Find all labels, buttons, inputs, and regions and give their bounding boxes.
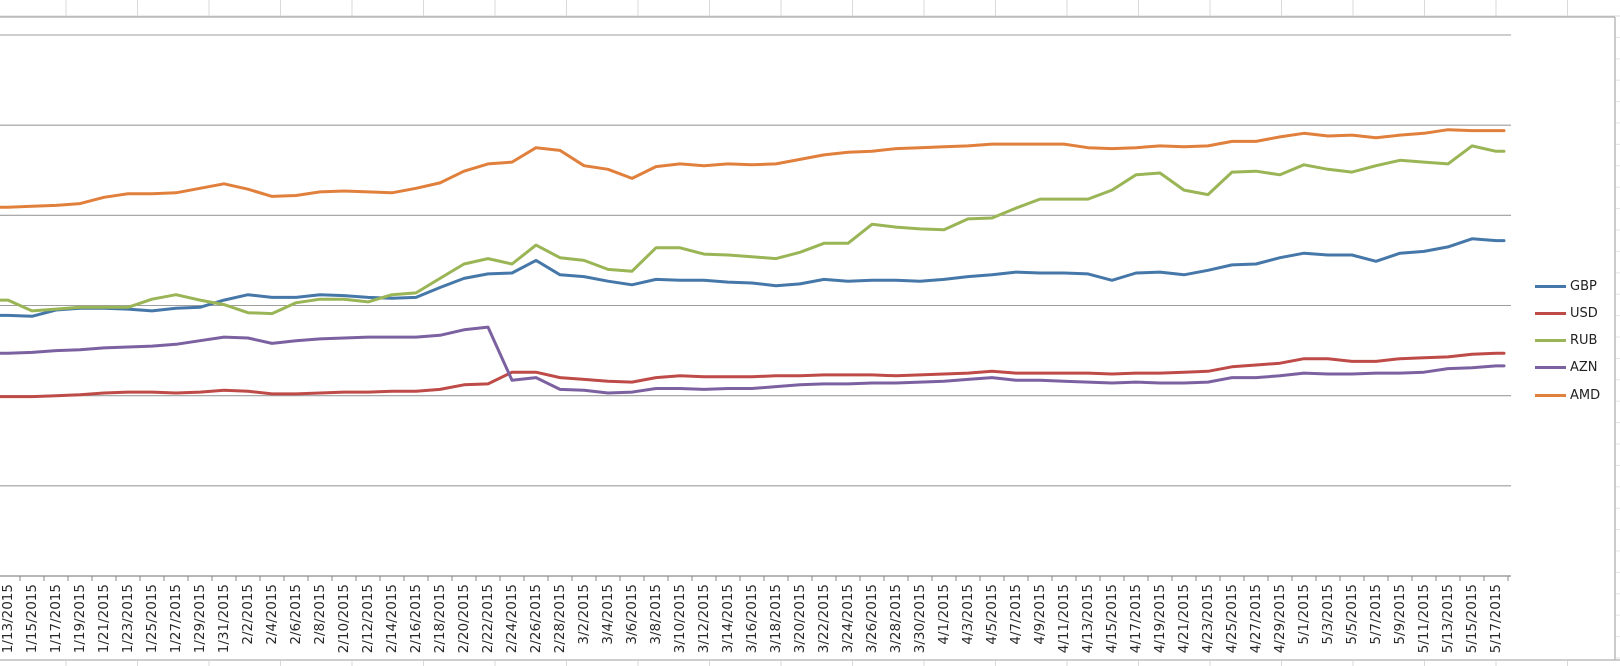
x-axis-label: 2/22/2015 bbox=[480, 584, 496, 654]
x-axis-label: 3/8/2015 bbox=[648, 584, 664, 645]
x-axis-label: 2/4/2015 bbox=[264, 584, 280, 645]
x-axis-label: 5/17/2015 bbox=[1488, 584, 1504, 654]
x-axis-label: 3/28/2015 bbox=[888, 584, 904, 654]
x-axis-label: 2/26/2015 bbox=[528, 584, 544, 654]
x-axis-label: 2/18/2015 bbox=[432, 584, 448, 654]
x-axis-label: 4/17/2015 bbox=[1128, 584, 1144, 654]
x-axis-label: 2/14/2015 bbox=[384, 584, 400, 654]
x-axis-label: 4/3/2015 bbox=[960, 584, 976, 645]
legend-swatch-gbp bbox=[1535, 284, 1566, 288]
legend-item-amd[interactable]: AMD bbox=[1535, 387, 1601, 403]
legend-item-gbp[interactable]: GBP bbox=[1535, 278, 1600, 294]
series-line-gbp[interactable] bbox=[0, 237, 1506, 318]
x-axis-label: 2/28/2015 bbox=[552, 584, 568, 654]
x-axis-label: 1/17/2015 bbox=[48, 584, 64, 654]
x-axis-label: 1/27/2015 bbox=[168, 584, 184, 654]
x-axis-label: 3/24/2015 bbox=[840, 584, 856, 654]
legend-label: AMD bbox=[1570, 387, 1601, 403]
x-axis-label: 4/7/2015 bbox=[1008, 584, 1024, 645]
series-line-usd[interactable] bbox=[0, 351, 1506, 399]
x-axis-label: 5/13/2015 bbox=[1440, 584, 1456, 654]
legend-label: AZN bbox=[1570, 360, 1598, 376]
x-axis-label: 4/11/2015 bbox=[1056, 584, 1072, 654]
legend-label: RUB bbox=[1570, 333, 1598, 349]
x-axis-label: 2/24/2015 bbox=[504, 584, 520, 654]
x-axis-label: 3/16/2015 bbox=[744, 584, 760, 654]
x-axis-label: 2/8/2015 bbox=[312, 584, 328, 645]
x-axis-label: 4/25/2015 bbox=[1224, 584, 1240, 654]
x-axis-label: 4/19/2015 bbox=[1152, 584, 1168, 654]
x-axis-label: 3/30/2015 bbox=[912, 584, 928, 654]
x-axis-label: 3/14/2015 bbox=[720, 584, 736, 654]
x-axis-label: 1/19/2015 bbox=[72, 584, 88, 654]
legend-label: USD bbox=[1570, 305, 1598, 321]
x-axis-label: 5/3/2015 bbox=[1320, 584, 1336, 645]
x-axis-label: 4/21/2015 bbox=[1176, 584, 1192, 654]
legend-swatch-rub bbox=[1535, 339, 1566, 343]
x-axis-label: 3/4/2015 bbox=[600, 584, 616, 645]
x-axis-label: 3/20/2015 bbox=[792, 584, 808, 654]
x-axis-label: 5/11/2015 bbox=[1416, 584, 1432, 654]
x-axis-label: 3/6/2015 bbox=[624, 584, 640, 645]
chart-legend[interactable]: GBP USD RUB AZN AMD bbox=[1535, 279, 1600, 415]
x-axis-label: 2/20/2015 bbox=[456, 584, 472, 654]
series-line-amd[interactable] bbox=[0, 128, 1506, 209]
series-line-rub[interactable] bbox=[0, 144, 1506, 316]
x-axis-label: 2/16/2015 bbox=[408, 584, 424, 654]
legend-item-usd[interactable]: USD bbox=[1535, 305, 1600, 321]
x-axis-label: 4/5/2015 bbox=[984, 584, 1000, 645]
legend-swatch-amd bbox=[1535, 393, 1566, 397]
x-axis-label: 1/29/2015 bbox=[192, 584, 208, 654]
legend-swatch-usd bbox=[1535, 311, 1566, 315]
legend-label: GBP bbox=[1570, 278, 1597, 294]
x-axis-label: 4/13/2015 bbox=[1080, 584, 1096, 654]
legend-swatch-azn bbox=[1535, 366, 1566, 370]
x-axis-label: 2/2/2015 bbox=[240, 584, 256, 645]
x-axis-label: 5/7/2015 bbox=[1368, 584, 1384, 645]
x-axis-label: 1/25/2015 bbox=[144, 584, 160, 654]
x-axis-label: 4/1/2015 bbox=[936, 584, 952, 645]
x-axis-label: 3/26/2015 bbox=[864, 584, 880, 654]
x-axis-label: 1/31/2015 bbox=[216, 584, 232, 654]
x-axis-label: 3/12/2015 bbox=[696, 584, 712, 654]
x-axis-label: 1/21/2015 bbox=[96, 584, 112, 654]
x-axis-label: 4/27/2015 bbox=[1248, 584, 1264, 654]
x-axis-label: 5/1/2015 bbox=[1296, 584, 1312, 645]
x-axis-label: 1/15/2015 bbox=[24, 584, 40, 654]
x-axis-label: 3/18/2015 bbox=[768, 584, 784, 654]
x-axis-label: 5/9/2015 bbox=[1392, 584, 1408, 645]
legend-item-azn[interactable]: AZN bbox=[1535, 360, 1600, 376]
x-axis-label: 5/15/2015 bbox=[1464, 584, 1480, 654]
series-line-azn[interactable] bbox=[0, 325, 1506, 395]
x-axis-label: 3/22/2015 bbox=[816, 584, 832, 654]
x-axis-label: 1/23/2015 bbox=[120, 584, 136, 654]
x-axis-label: 5/5/2015 bbox=[1344, 584, 1360, 645]
x-axis-label: 4/23/2015 bbox=[1200, 584, 1216, 654]
x-axis-label: 4/29/2015 bbox=[1272, 584, 1288, 654]
x-axis-label: 2/12/2015 bbox=[360, 584, 376, 654]
legend-item-rub[interactable]: RUB bbox=[1535, 333, 1600, 349]
x-axis-label: 4/9/2015 bbox=[1032, 584, 1048, 645]
x-axis-label: 1/13/2015 bbox=[0, 584, 16, 654]
x-axis-label: 2/10/2015 bbox=[336, 584, 352, 654]
x-axis-label: 4/15/2015 bbox=[1104, 584, 1120, 654]
x-axis-label: 3/10/2015 bbox=[672, 584, 688, 654]
x-axis-label: 2/6/2015 bbox=[288, 584, 304, 645]
x-axis-label: 3/2/2015 bbox=[576, 584, 592, 645]
